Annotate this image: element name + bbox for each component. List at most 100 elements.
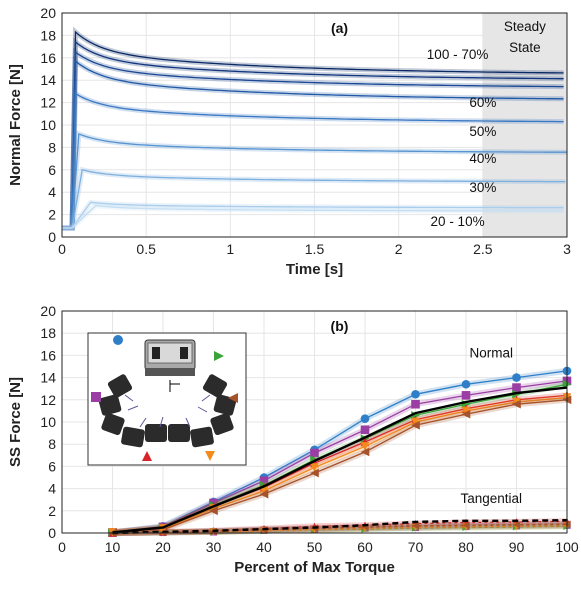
panel-a-series-line — [62, 92, 564, 229]
panel-a-series-line — [62, 169, 566, 229]
gripper-inset — [87, 332, 247, 466]
panel-a-x-tick-label: 3 — [563, 241, 571, 257]
panel-b-x-tick-label: 70 — [408, 539, 424, 555]
panel-b-series-line — [112, 399, 568, 534]
panel-b-data-point — [259, 486, 269, 496]
panel-b-x-tick-label: 50 — [307, 539, 323, 555]
steady-state-label-1: Steady — [504, 19, 546, 34]
normal-mean-line — [112, 386, 568, 534]
panel-a-x-tick-label: 2 — [395, 241, 403, 257]
panel-a-annotation: 60% — [469, 95, 496, 110]
panel-b-x-tick-label: 100 — [555, 539, 579, 555]
panel-b-data-point — [461, 391, 471, 400]
panel-a-title: (a) — [331, 20, 348, 36]
inset-marker-square — [91, 392, 101, 402]
inset-marker-circle — [113, 335, 123, 345]
panel-b-annotations: Normal Tangential — [460, 346, 522, 506]
panel-a-y-tick-label: 0 — [48, 229, 56, 245]
panel-a-annotations: 100 - 70% 60% 50% 40% 30% 20 - 10% — [427, 47, 497, 229]
panel-b-data-point — [411, 389, 420, 399]
inset-marker-triangle-left — [228, 393, 238, 403]
panel-b-annotation: Tangential — [460, 491, 522, 506]
panel-b-data-point — [512, 397, 521, 407]
steady-state-label-2: State — [509, 40, 541, 55]
panel-a-x-tick-label: 0.5 — [136, 241, 156, 257]
panel-b-series-line — [112, 520, 568, 534]
panel-b-y-tick-label: 16 — [40, 347, 56, 363]
panel-b-x-axis-label: Percent of Max Torque — [234, 559, 395, 576]
panel-a-y-tick-label: 10 — [40, 117, 56, 133]
panel-a-ticks: 0 0.5 1 1.5 2 2.5 3 0 2 4 6 8 10 12 14 16 18 20 — [40, 5, 571, 257]
panel-a-x-tick-label: 1.5 — [305, 241, 325, 257]
panel-b-data-point — [360, 414, 370, 423]
panel-b-y-tick-label: 20 — [40, 303, 56, 319]
panel-b-data-point — [411, 417, 420, 427]
panel-a-x-tick-label: 0 — [58, 241, 66, 257]
panel-a-annotation: 40% — [469, 151, 496, 166]
panel-a-annotation: 100 - 70% — [427, 47, 489, 62]
panel-b-series-line — [112, 523, 568, 534]
panel-b-x-tick-label: 10 — [105, 539, 121, 555]
panel-b-x-tick-label: 60 — [357, 539, 373, 555]
panel-b-series-line — [112, 396, 568, 534]
panel-a-y-axis-label: Normal Force [N] — [7, 64, 24, 186]
gripper-device-icon — [144, 339, 196, 376]
panel-b-data-point — [411, 522, 420, 530]
inset-marker-legend — [91, 335, 238, 461]
panel-b-data-point — [259, 489, 269, 499]
panel-b-title: (b) — [331, 318, 349, 334]
panel-b-data-point — [310, 448, 319, 458]
panel-b-series-line — [112, 380, 568, 534]
panel-b-y-tick-label: 12 — [40, 392, 56, 408]
panel-a-annotation: 50% — [469, 124, 496, 139]
panel-b-y-tick-label: 14 — [40, 370, 56, 386]
panel-a-y-tick-label: 6 — [48, 162, 56, 178]
panel-b-data-point — [360, 442, 370, 451]
panel-b-data-point — [461, 406, 471, 416]
panel-b-data-point — [462, 521, 470, 529]
panel-b-data-point — [512, 521, 521, 529]
panel-b-x-tick-label: 20 — [155, 539, 171, 555]
panel-b-y-tick-label: 18 — [40, 325, 56, 341]
panel-a-series-line — [62, 40, 564, 229]
panel-a: 0 0.5 1 1.5 2 2.5 3 0 2 4 6 8 10 12 14 16 18 20 (a) Stead… — [7, 5, 571, 278]
panel-a-annotation: 20 - 10% — [431, 214, 485, 229]
panel-b-frame — [61, 310, 568, 534]
panel-a-x-axis-label: Time [s] — [286, 261, 343, 278]
panel-b-y-tick-label: 4 — [48, 481, 56, 497]
panel-b-x-tick-label: 30 — [206, 539, 222, 555]
panel-b-data-point — [259, 476, 269, 486]
panel-b-data-point — [512, 399, 521, 409]
panel-b-data-point — [310, 468, 319, 478]
panel-b-x-tick-label: 0 — [58, 539, 66, 555]
panel-a-series-line — [62, 30, 564, 229]
tangential-mean-line — [112, 519, 568, 535]
panel-b-y-tick-label: 8 — [48, 436, 56, 452]
panel-b-data-point — [310, 463, 319, 472]
panel-a-y-tick-label: 18 — [40, 27, 56, 43]
panel-a-y-tick-label: 12 — [40, 95, 56, 111]
panel-b-x-tick-label: 40 — [256, 539, 272, 555]
inset-marker-triangle-up — [142, 451, 152, 461]
panel-b-x-tick-label: 80 — [458, 539, 474, 555]
panel-a-y-tick-label: 14 — [40, 72, 56, 88]
panel-b-series-line — [112, 525, 568, 534]
panel-b-data-point — [461, 379, 471, 389]
panel-b-ticks: 0 10 20 30 40 50 60 70 80 90 100 0 2 4 6 8 10 12 14 16 18 20 — [40, 303, 578, 555]
panel-a-series-line — [62, 204, 564, 229]
panel-b-data-point — [209, 506, 218, 516]
panel-a-y-tick-label: 8 — [48, 139, 56, 155]
panel-a-series-line — [62, 201, 564, 229]
panel-a-y-tick-label: 4 — [48, 184, 56, 200]
panel-b-data-point — [512, 373, 521, 382]
panel-b: 0 10 20 30 40 50 60 70 80 90 10002468101214161820 … — [7, 303, 579, 576]
panel-b-y-axis-label: SS Force [N] — [7, 377, 24, 467]
panel-a-series-line — [62, 133, 567, 229]
panel-a-series-line — [62, 50, 564, 229]
panel-b-x-tick-label: 90 — [509, 539, 525, 555]
panel-a-series-line — [62, 59, 564, 229]
panel-b-annotation: Normal — [469, 346, 513, 361]
panel-b-data-point — [461, 409, 471, 419]
panel-a-y-tick-label: 20 — [40, 5, 56, 21]
panel-b-y-tick-label: 10 — [40, 414, 56, 430]
